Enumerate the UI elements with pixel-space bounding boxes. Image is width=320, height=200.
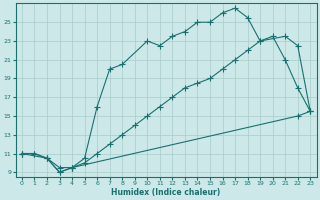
X-axis label: Humidex (Indice chaleur): Humidex (Indice chaleur) — [111, 188, 221, 197]
